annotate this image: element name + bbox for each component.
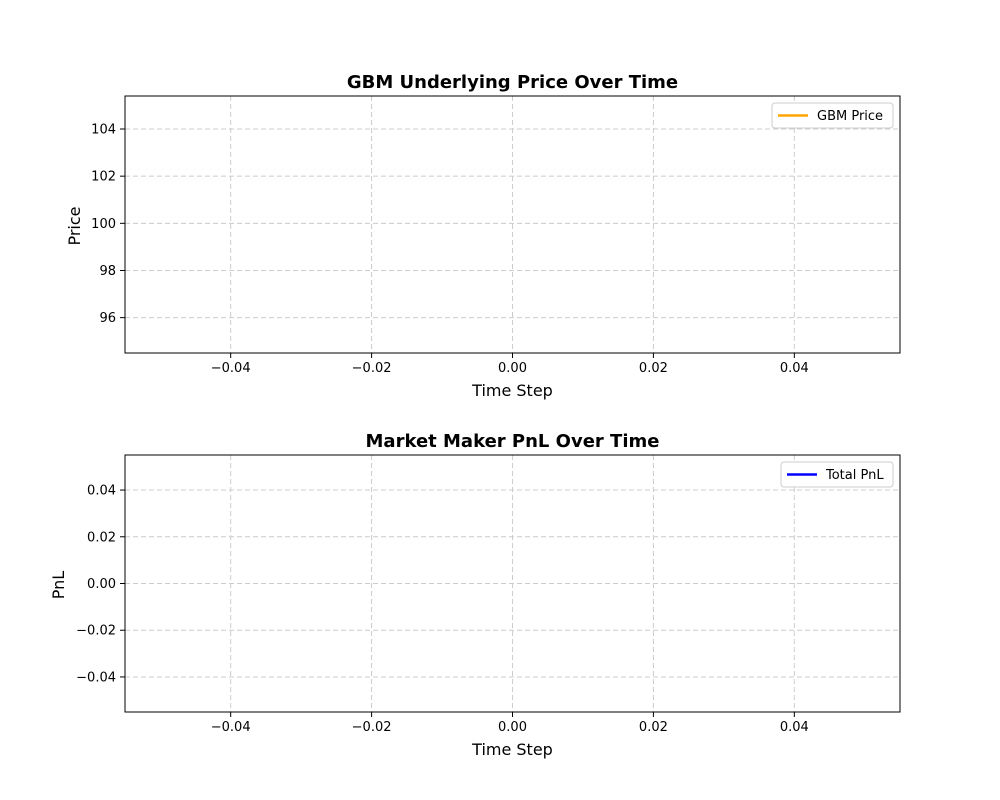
legend-label-total-pnl: Total PnL — [825, 468, 884, 483]
x-tick-label: 0.00 — [498, 361, 527, 376]
legend: Total PnL — [780, 461, 894, 488]
x-tick-label: 0.00 — [498, 720, 527, 735]
x-tick-label: −0.02 — [352, 720, 392, 735]
x-tick-label: −0.02 — [352, 361, 392, 376]
grid-lines — [125, 455, 900, 712]
pnl-chart: Market Maker PnL Over Time −0.04 −0.02 0.0… — [49, 431, 901, 759]
y-tick-label: 104 — [91, 123, 116, 138]
legend-box — [780, 461, 894, 488]
y-tick-label: 0.04 — [87, 484, 116, 499]
chart-title: Market Maker PnL Over Time — [366, 431, 660, 452]
y-tick-label: −0.02 — [76, 624, 116, 639]
y-tick-label: 100 — [91, 217, 116, 232]
x-axis-label: Time Step — [471, 381, 553, 400]
legend-box — [771, 102, 894, 129]
gbm-price-chart: GBM Underlying Price Over Time −0.04 −0.0… — [65, 72, 901, 400]
x-tick-label: −0.04 — [211, 720, 251, 735]
y-tick-label: 0.02 — [87, 530, 116, 545]
x-tick-label: 0.04 — [780, 361, 809, 376]
y-tick-label: 98 — [99, 264, 116, 279]
y-tick-label: 0.00 — [87, 577, 116, 592]
chart-title: GBM Underlying Price Over Time — [347, 72, 678, 93]
x-tick-label: 0.02 — [639, 720, 668, 735]
y-tick-label: 96 — [99, 311, 116, 326]
legend-label-gbm-price: GBM Price — [817, 109, 883, 124]
ticks: −0.04 −0.02 0.00 0.02 0.04 −0.04 −0.02 0.00 0.02… — [76, 484, 809, 735]
legend: GBM Price — [771, 102, 894, 129]
y-axis-label: Price — [65, 206, 84, 245]
x-tick-label: 0.02 — [639, 361, 668, 376]
x-tick-label: −0.04 — [211, 361, 251, 376]
y-axis-label: PnL — [49, 571, 68, 600]
y-tick-label: 102 — [91, 170, 116, 185]
x-axis-label: Time Step — [471, 740, 553, 759]
grid-lines — [125, 96, 900, 353]
x-tick-label: 0.04 — [780, 720, 809, 735]
ticks: −0.04 −0.02 0.00 0.02 0.04 96 98 100 102 104 — [91, 123, 809, 376]
y-tick-label: −0.04 — [76, 670, 116, 685]
